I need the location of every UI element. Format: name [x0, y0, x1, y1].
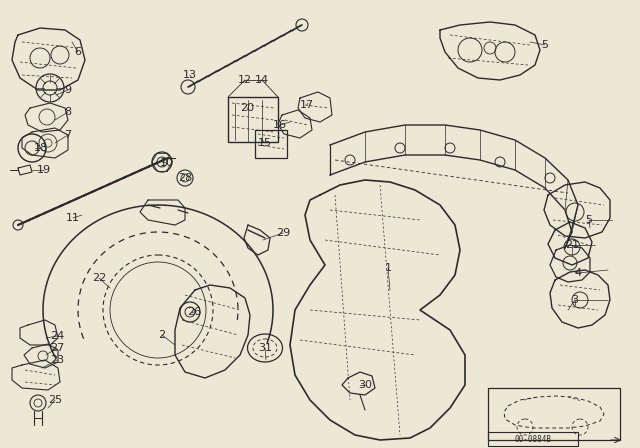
Text: 19: 19: [37, 165, 51, 175]
Text: 00-0884B: 00-0884B: [515, 435, 552, 444]
Text: 25: 25: [48, 395, 62, 405]
Text: 13: 13: [183, 70, 197, 80]
Text: 9: 9: [65, 85, 72, 95]
Text: 23: 23: [50, 355, 64, 365]
Text: 3: 3: [572, 295, 579, 305]
Text: 24: 24: [50, 331, 64, 341]
Text: 5: 5: [586, 215, 593, 225]
Text: 27: 27: [50, 343, 64, 353]
Text: 1: 1: [385, 263, 392, 273]
Text: 11: 11: [66, 213, 80, 223]
Text: 15: 15: [258, 138, 272, 148]
Text: 4: 4: [575, 268, 582, 278]
Text: 2: 2: [159, 330, 166, 340]
Text: 8: 8: [65, 107, 72, 117]
Text: 22: 22: [92, 273, 106, 283]
Text: 29: 29: [276, 228, 290, 238]
Text: 6: 6: [74, 47, 81, 57]
Text: 5: 5: [541, 40, 548, 50]
Text: 26: 26: [187, 307, 201, 317]
Text: 16: 16: [273, 120, 287, 130]
Text: 14: 14: [255, 75, 269, 85]
Text: 17: 17: [300, 100, 314, 110]
Text: 10: 10: [160, 158, 174, 168]
Text: 20: 20: [240, 103, 254, 113]
Text: 28: 28: [178, 173, 192, 183]
Text: 18: 18: [34, 143, 48, 153]
Text: 7: 7: [65, 130, 72, 140]
Text: 21: 21: [565, 240, 579, 250]
Text: 31: 31: [258, 343, 272, 353]
Text: 30: 30: [358, 380, 372, 390]
Text: 12: 12: [238, 75, 252, 85]
